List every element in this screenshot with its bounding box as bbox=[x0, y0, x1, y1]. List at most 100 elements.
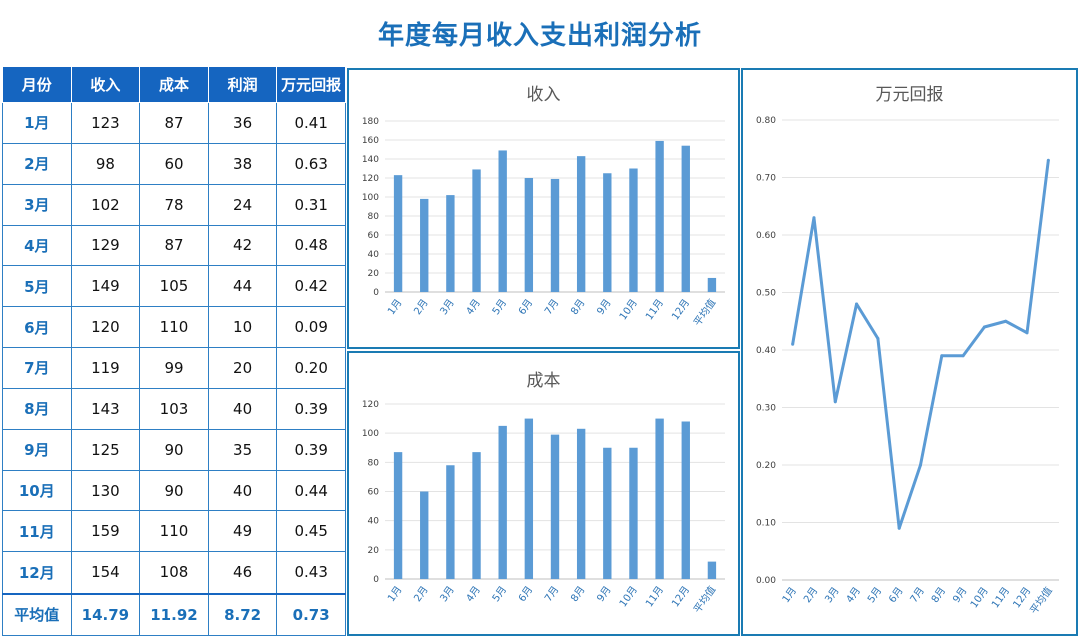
bar bbox=[603, 447, 612, 579]
bar bbox=[498, 150, 507, 292]
cost-cell: 108 bbox=[139, 551, 209, 595]
y-tick-label: 0.80 bbox=[756, 116, 776, 126]
return-cell: 0.43 bbox=[276, 551, 346, 595]
month-cell: 2月 bbox=[2, 142, 72, 185]
bar bbox=[576, 428, 586, 579]
revenue-cell: 102 bbox=[70, 183, 141, 226]
cost-cell: 105 bbox=[139, 265, 209, 308]
return-cell: 0.09 bbox=[276, 306, 346, 349]
table-row: 6月 120 110 10 0.09 bbox=[2, 306, 346, 349]
data-point bbox=[1046, 158, 1050, 162]
x-tick-label: 3月 bbox=[438, 584, 457, 604]
average-row: 平均值 14.79 11.92 8.72 0.73 bbox=[2, 592, 346, 636]
x-tick-label: 6月 bbox=[516, 297, 535, 317]
return-cell: 0.39 bbox=[276, 428, 346, 471]
data-point bbox=[982, 325, 986, 329]
x-tick-label: 7月 bbox=[542, 584, 561, 604]
y-tick-label: 0.70 bbox=[756, 174, 776, 184]
average-label-cell: 平均值 bbox=[2, 592, 72, 636]
x-tick-label: 9月 bbox=[595, 297, 614, 317]
data-point bbox=[919, 463, 922, 467]
x-tick-label: 1月 bbox=[385, 297, 404, 317]
x-tick-label: 5月 bbox=[490, 584, 509, 604]
x-tick-label: 3月 bbox=[823, 585, 842, 605]
return-cell: 0.45 bbox=[276, 510, 346, 553]
bar bbox=[524, 418, 534, 579]
table-row: 11月 159 110 49 0.45 bbox=[2, 510, 346, 553]
bar bbox=[681, 145, 690, 292]
data-point bbox=[876, 337, 880, 340]
y-tick-label: 120 bbox=[362, 400, 379, 410]
bar bbox=[498, 425, 507, 579]
y-tick-label: 160 bbox=[362, 136, 379, 146]
cost-cell: 110 bbox=[139, 510, 209, 553]
profit-cell: 40 bbox=[207, 469, 278, 512]
x-tick-label: 5月 bbox=[490, 297, 509, 317]
x-tick-label: 2月 bbox=[411, 584, 430, 604]
x-tick-label: 5月 bbox=[865, 585, 884, 605]
y-tick-label: 0.40 bbox=[756, 346, 776, 356]
table-row: 1月 123 87 36 0.41 bbox=[2, 102, 346, 144]
return-chart-title: 万元回报 bbox=[875, 85, 944, 105]
month-cell: 9月 bbox=[2, 428, 72, 471]
x-tick-label: 7月 bbox=[542, 297, 561, 317]
x-tick-label: 10月 bbox=[968, 585, 991, 611]
cost-cell: 87 bbox=[139, 102, 209, 144]
bar bbox=[629, 447, 638, 579]
header-return: 万元回报 bbox=[276, 66, 346, 103]
average-value-cell: 0.73 bbox=[276, 592, 346, 636]
y-tick-label: 20 bbox=[368, 269, 380, 279]
bar bbox=[524, 178, 534, 292]
table-header-row: 月份 收入 成本 利润 万元回报 bbox=[2, 66, 346, 103]
revenue-cell: 120 bbox=[70, 306, 141, 349]
profit-cell: 44 bbox=[207, 265, 278, 308]
y-tick-label: 0.20 bbox=[756, 461, 776, 471]
x-tick-label: 4月 bbox=[464, 297, 483, 317]
x-tick-label: 9月 bbox=[950, 585, 969, 605]
data-point bbox=[855, 302, 859, 306]
x-tick-label: 8月 bbox=[568, 297, 587, 317]
header-profit: 利润 bbox=[207, 66, 278, 103]
x-tick-label: 12月 bbox=[669, 584, 692, 610]
x-tick-label: 10月 bbox=[617, 584, 640, 610]
data-point bbox=[940, 354, 944, 358]
revenue-cell: 129 bbox=[70, 224, 141, 267]
bar bbox=[472, 169, 481, 292]
x-tick-label: 12月 bbox=[669, 297, 692, 323]
bar bbox=[472, 452, 481, 579]
y-tick-label: 60 bbox=[368, 231, 380, 241]
average-value-cell: 11.92 bbox=[139, 592, 209, 636]
x-tick-label: 3月 bbox=[438, 297, 457, 317]
month-cell: 3月 bbox=[2, 183, 72, 226]
month-cell: 11月 bbox=[2, 510, 72, 553]
profit-cell: 46 bbox=[207, 551, 278, 595]
bar bbox=[655, 140, 664, 292]
month-cell: 8月 bbox=[2, 387, 72, 430]
table-row: 7月 119 99 20 0.20 bbox=[2, 347, 346, 389]
x-tick-label: 6月 bbox=[886, 585, 905, 605]
table-row: 9月 125 90 35 0.39 bbox=[2, 428, 346, 471]
return-cell: 0.41 bbox=[276, 102, 346, 144]
header-revenue: 收入 bbox=[70, 66, 141, 103]
series-line bbox=[791, 160, 1050, 530]
revenue-cell: 130 bbox=[70, 469, 141, 512]
bar bbox=[655, 418, 664, 579]
header-month: 月份 bbox=[2, 66, 72, 103]
bar bbox=[603, 173, 612, 292]
bar bbox=[393, 175, 403, 292]
table-row: 5月 149 105 44 0.42 bbox=[2, 265, 346, 308]
bar bbox=[420, 198, 429, 292]
data-point bbox=[833, 400, 837, 404]
x-tick-label: 1月 bbox=[385, 584, 404, 604]
month-cell: 6月 bbox=[2, 306, 72, 349]
y-tick-label: 0.30 bbox=[756, 404, 776, 414]
y-tick-label: 80 bbox=[368, 212, 380, 222]
average-value-cell: 8.72 bbox=[207, 592, 278, 636]
bar bbox=[576, 156, 586, 292]
return-cell: 0.44 bbox=[276, 469, 346, 512]
average-value-cell: 14.79 bbox=[70, 592, 141, 636]
y-tick-label: 0.00 bbox=[756, 576, 776, 586]
return-cell: 0.42 bbox=[276, 265, 346, 308]
y-tick-label: 100 bbox=[362, 429, 379, 439]
cost-cell: 99 bbox=[139, 347, 209, 389]
